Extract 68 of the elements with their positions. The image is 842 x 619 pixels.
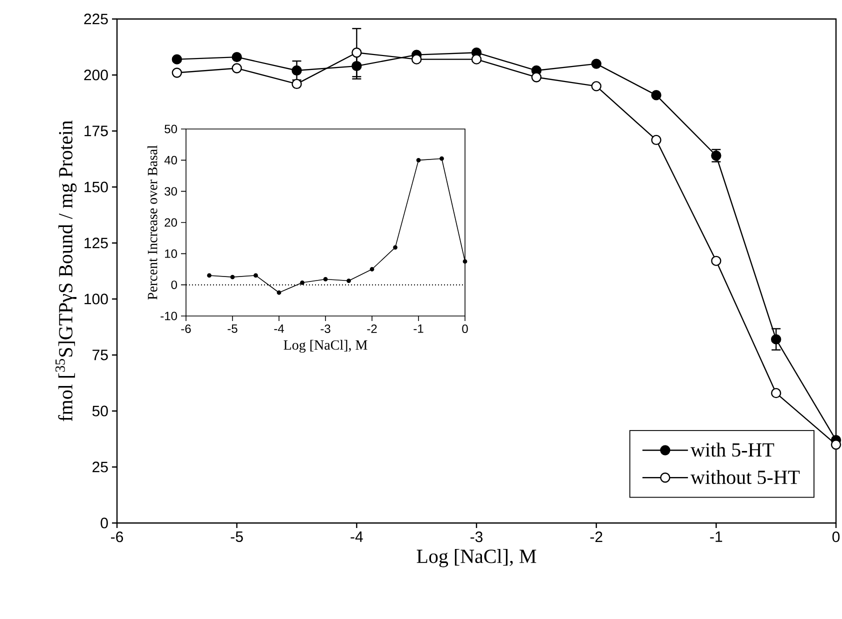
x-tick-label: 0 xyxy=(832,532,840,542)
point xyxy=(292,78,302,90)
point xyxy=(711,256,722,266)
x-axis-title: Log [NaCl], M xyxy=(284,340,368,353)
point xyxy=(292,65,302,76)
y-tick-label: -10 xyxy=(160,312,178,320)
y-tick-label: 175 xyxy=(84,126,108,136)
point xyxy=(346,278,351,283)
point xyxy=(352,47,362,58)
y-tick-label: 30 xyxy=(164,187,178,196)
point xyxy=(770,334,782,344)
y-tick-label: 125 xyxy=(84,238,108,248)
x-tick-label: -3 xyxy=(320,324,330,334)
y-tick-label: 0 xyxy=(171,280,178,290)
point xyxy=(770,388,782,398)
x-tick-label: -1 xyxy=(414,324,424,333)
x-tick-label: -4 xyxy=(350,532,363,542)
point xyxy=(531,72,542,82)
point xyxy=(591,81,602,92)
x-tick-label: -2 xyxy=(590,532,602,542)
point xyxy=(207,273,212,278)
x-tick-label: -6 xyxy=(110,532,124,542)
point xyxy=(830,440,842,450)
y-tick-label: 40 xyxy=(164,156,178,164)
point xyxy=(230,274,235,280)
y-tick-label: 20 xyxy=(164,218,178,227)
y-tick-label: 225 xyxy=(84,14,108,24)
point xyxy=(323,277,328,282)
y-tick-label: 100 xyxy=(84,294,108,304)
y-tick-label: 25 xyxy=(92,462,108,472)
legend-label: with 5-HT xyxy=(690,442,774,457)
point xyxy=(254,273,258,278)
x-tick-label: -2 xyxy=(367,324,377,333)
point xyxy=(471,54,482,64)
point xyxy=(232,52,242,62)
point xyxy=(172,54,182,64)
x-axis-title: Log [NaCl], M xyxy=(416,549,536,568)
point xyxy=(276,290,282,295)
y-tick-label: 0 xyxy=(100,518,108,528)
point xyxy=(393,245,398,250)
y-tick-label: 10 xyxy=(165,249,178,258)
legend-label: without 5-HT xyxy=(690,470,800,484)
point xyxy=(651,90,662,100)
point xyxy=(300,280,304,285)
point xyxy=(462,259,468,264)
x-tick-label: -3 xyxy=(470,532,483,542)
point xyxy=(591,58,602,69)
x-tick-label: -6 xyxy=(181,324,191,334)
point xyxy=(416,158,421,162)
point xyxy=(232,63,242,74)
point xyxy=(172,68,182,78)
y-tick-label: 50 xyxy=(164,124,178,134)
y-tick-label: 50 xyxy=(92,406,108,416)
y-tick-label: 150 xyxy=(84,182,108,192)
point xyxy=(352,60,362,72)
point xyxy=(440,156,444,161)
x-tick-label: -5 xyxy=(228,324,238,333)
x-tick-label: -5 xyxy=(230,532,243,542)
point xyxy=(411,54,422,64)
point xyxy=(651,134,662,146)
y-tick-label: 200 xyxy=(84,70,108,80)
x-tick-label: -1 xyxy=(710,532,722,542)
y-axis-title: fmol [$^{35}$S]GTPγS Bound / mg Protein xyxy=(55,120,77,422)
y-tick-label: 75 xyxy=(92,350,108,360)
x-tick-label: 0 xyxy=(462,324,468,334)
y-axis-title: Percent Increase over Basal xyxy=(147,145,158,300)
point xyxy=(370,267,374,272)
x-tick-label: -4 xyxy=(274,324,284,333)
